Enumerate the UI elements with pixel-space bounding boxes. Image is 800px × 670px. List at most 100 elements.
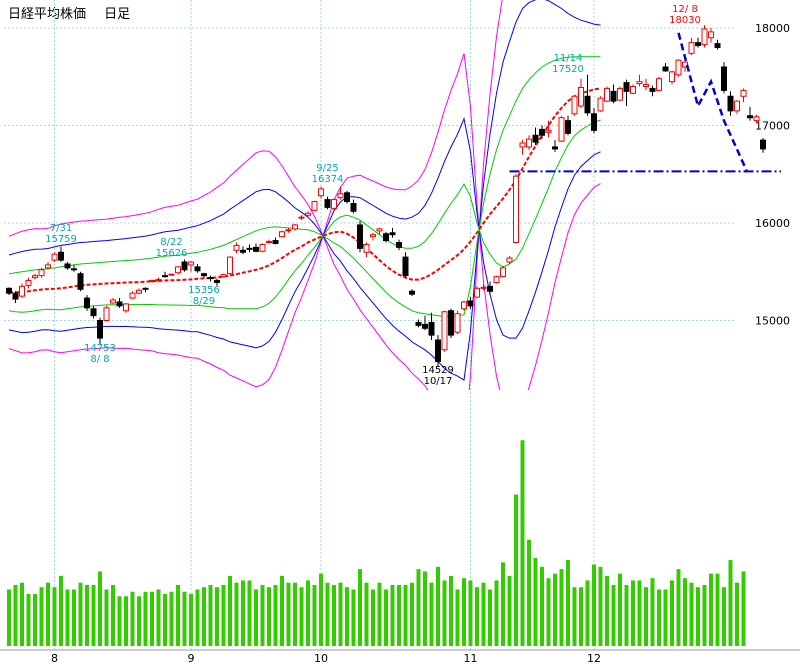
candle-body [253,246,259,252]
candle-body [643,84,649,88]
volume-bar [390,584,395,646]
candle-body [552,146,558,150]
candle-body [448,310,454,336]
annotation-label: 11/14 [554,53,583,64]
annotation-label: 12/ 8 [672,4,698,15]
volume-bar [598,566,603,646]
candle-body [324,199,331,208]
candle-body [32,275,38,279]
candle-body [721,66,727,91]
candle-body [188,261,194,266]
volume-bar [241,580,245,646]
candle-body [227,256,233,275]
candle-body [6,287,12,294]
volume-bar [592,564,596,646]
volume-bar [371,589,375,646]
volume-bar [377,582,382,646]
candle-body [116,301,123,307]
candle-body [630,86,636,94]
candle-body [591,113,597,131]
candle-body [383,233,389,242]
volume-bar [286,582,291,646]
band-lower-3sigma [8,53,601,390]
volume-bar [676,569,681,646]
volume-bar [117,596,122,646]
candle-body [753,116,760,122]
candle-body [441,311,448,351]
candle-body [714,43,721,48]
y-tick-label: 18000 [755,22,790,35]
volume-bar [85,584,89,646]
candle-body [201,273,207,277]
candle-body [84,297,90,309]
volume-bar [280,575,284,646]
candle-body [435,339,441,362]
annotation-label: 7/31 [50,223,72,234]
volume-bar [657,589,661,646]
moving-average [8,87,601,294]
volume-bar [605,575,609,646]
band-lower-2sigma [8,116,601,349]
volume-bar [137,596,141,646]
volume-bar [150,591,154,646]
volume-bar [715,573,720,646]
volume-bar [72,589,76,646]
volume-bar [351,589,356,646]
volume-bar [39,587,44,646]
chart-subtitle: 日足 [104,7,131,22]
candle-body [220,274,227,278]
candle-body [428,321,435,336]
volume-bar [423,571,427,646]
volume-bar [267,587,271,646]
volume-bar [273,584,278,646]
candle-body [734,100,740,112]
volume-bar [98,571,102,646]
volume-bar [156,589,161,646]
x-tick-label: 11 [464,652,478,665]
candle-body [422,323,428,329]
candle-body [506,257,513,263]
volume-bar [319,573,323,646]
candle-body [487,285,493,292]
volume-bar [403,584,408,646]
band-upper-2sigma [8,0,601,381]
candle-body [71,268,77,271]
candle-body [344,192,350,203]
candle-body [194,266,201,272]
candle-body [461,301,467,310]
volume-bar [228,575,232,646]
volume-bar [696,587,700,646]
volume-bar [702,584,707,646]
candle-body [292,224,298,230]
candle-body [396,242,402,248]
candle-body [175,266,181,274]
candle-body [350,203,357,212]
candle-body [363,243,370,253]
candle-body [565,120,571,134]
band-upper-1sigma [8,56,601,318]
volume-bar [683,578,687,646]
y-tick-label: 15000 [755,315,790,328]
candle-body [129,292,136,299]
volume-bar [254,589,258,646]
volume-bar [169,591,174,646]
annotation-label: 10/17 [424,376,453,387]
volume-bar [650,578,655,646]
x-tick-label: 8 [51,652,58,665]
candle-body [669,71,675,83]
candle-body [285,229,292,232]
volume-bar [306,580,310,646]
candle-body [298,216,305,219]
volume-bar [208,584,213,646]
volume-bar [501,562,505,646]
volume-bar [689,582,694,646]
volume-bar [189,593,193,646]
candle-body [578,86,584,107]
candle-body [597,97,604,112]
y-tick-label: 17000 [755,120,790,133]
candle-body [181,261,188,271]
volume-bar [345,587,349,646]
candle-body [240,249,246,253]
volume-bar [364,582,369,646]
chart-title: 日経平均株価 日足 [8,3,144,22]
